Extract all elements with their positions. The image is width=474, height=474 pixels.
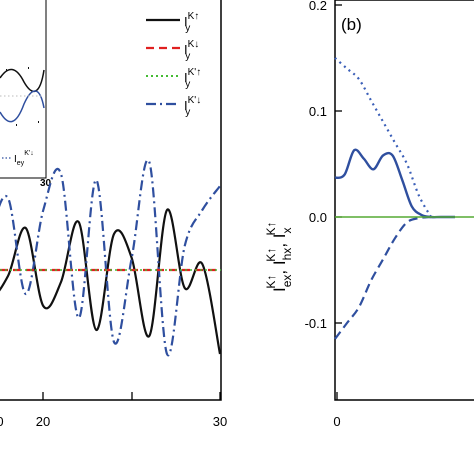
panel-b: 0.2 0.1 0.0 -0.1 0 (b) IexK↑, IhxK↑, IxK… bbox=[264, 0, 474, 429]
series-b-dotted bbox=[334, 57, 432, 218]
series-b-solid bbox=[334, 148, 455, 219]
panel-b-label: (b) bbox=[341, 15, 362, 34]
tick-label-b-y-0.1: 0.1 bbox=[309, 104, 327, 119]
legend-a: IK↑ y IK↓ y IK'↑ y IK'↓ y bbox=[146, 11, 201, 118]
inset-dots bbox=[6, 67, 39, 126]
tick-label-a-x-18: 0 bbox=[0, 414, 4, 429]
series-Iy-K-up bbox=[0, 208, 222, 355]
inset-curve-blue bbox=[0, 90, 45, 123]
tick-label-b-y-0.0: 0.0 bbox=[309, 210, 327, 225]
panel-b-frame bbox=[334, 0, 474, 401]
tick-label-a-x-20: 20 bbox=[36, 414, 50, 429]
tick-label-b-x-0: 0 bbox=[333, 414, 340, 429]
inset-plot: IeyK'↓ 30 bbox=[0, 0, 52, 189]
panel-a-frame bbox=[0, 0, 222, 401]
inset-frame bbox=[0, 0, 47, 179]
series-b-dashed bbox=[334, 215, 432, 340]
ylabel-b: IexK↑, IhxK↑, IxK↑ bbox=[264, 221, 294, 292]
inset-legend-label: IeyK'↓ bbox=[14, 150, 34, 167]
inset-tick-30: 30 bbox=[40, 178, 52, 189]
legend-label-2: IK↓ y bbox=[184, 39, 199, 62]
tick-label-a-x-30: 30 bbox=[213, 414, 227, 429]
tick-label-b-y-0.2: 0.2 bbox=[309, 0, 327, 13]
series-Iy-Kp-down bbox=[0, 158, 221, 357]
tick-label-b-y--0.1: -0.1 bbox=[305, 316, 327, 331]
legend-label-3: IK'↑ y bbox=[184, 67, 201, 90]
legend-label-4: IK'↓ y bbox=[184, 95, 201, 118]
legend-label-1: IK↑ y bbox=[184, 11, 199, 34]
panel-a: IeyK'↓ 30 20 30 0 IK↑y IK↓y IK'↑y IK'↓y bbox=[0, 0, 227, 429]
